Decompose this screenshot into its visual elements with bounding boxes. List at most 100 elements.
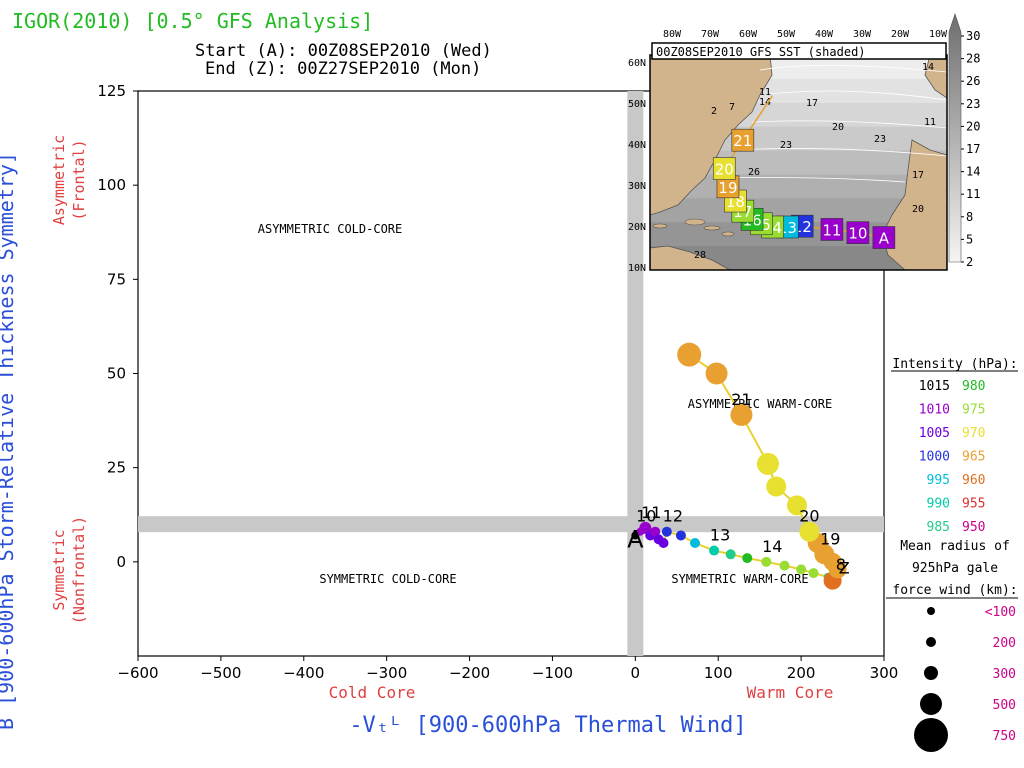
- quadrant-label-upper-right: ASYMMETRIC WARM-CORE: [688, 397, 833, 411]
- caribbean-island: [703, 225, 721, 231]
- x-tick-label: 0: [631, 664, 641, 682]
- intensity-legend-value: 1010: [919, 403, 950, 418]
- intensity-legend-value: 955: [962, 497, 985, 512]
- quadrant-label-upper-left: ASYMMETRIC COLD-CORE: [258, 222, 403, 236]
- track-point: [705, 362, 728, 385]
- sst-contour-label: 2: [711, 106, 717, 117]
- x-axis-warm-core-label: Warm Core: [747, 683, 834, 702]
- intensity-legend-title: Intensity (hPa):: [892, 357, 1017, 372]
- sst-shading-band: [650, 246, 947, 270]
- inset-lat-label: 10N: [628, 263, 646, 274]
- inset-lat-label: 40N: [628, 140, 646, 151]
- quadrant-label-lower-right: SYMMETRIC WARM-CORE: [671, 572, 808, 586]
- inset-track-day-label: 19: [718, 179, 737, 197]
- sst-contour: [751, 120, 947, 129]
- sst-contour: [719, 177, 906, 183]
- inset-title-box: [651, 42, 947, 60]
- colorbar-label: 26: [966, 74, 980, 88]
- x-tick-label: −300: [366, 664, 407, 682]
- y-tick-label: 0: [116, 553, 126, 571]
- colorbar-label: 11: [966, 187, 980, 201]
- sst-contour-label: 23: [780, 140, 792, 151]
- inset-map: 11141720232628111417202372A1011121314151…: [628, 13, 980, 274]
- track-day-label: 19: [820, 529, 840, 548]
- y-tick-label: 50: [107, 365, 126, 383]
- inset-track-day-label: 11: [822, 221, 841, 239]
- radius-legend-title: Mean radius of: [900, 539, 1010, 554]
- x-tick-label: −100: [532, 664, 573, 682]
- europe-land: [924, 55, 947, 99]
- inset-lon-label: 10W: [929, 29, 948, 40]
- track-day-label: 13: [710, 526, 730, 545]
- x-axis-cold-core-label: Cold Core: [329, 683, 416, 702]
- symmetry-reference-band: [138, 516, 884, 533]
- sst-contour-label: 11: [759, 87, 771, 98]
- inset-track-day-label: 10: [848, 225, 867, 243]
- radius-legend-marker: [927, 607, 935, 615]
- track-day-label: 11: [641, 503, 661, 522]
- inset-lon-label: 70W: [701, 29, 720, 40]
- sst-contour-label: 11: [924, 117, 936, 128]
- radius-legend-title: 925hPa gale: [912, 561, 998, 576]
- intensity-legend-value: 980: [962, 379, 985, 394]
- sst-contour-label: 14: [759, 97, 771, 108]
- south-america-land: [650, 245, 731, 270]
- inset-lat-label: 20N: [628, 222, 646, 233]
- inset-track-day-label: 21: [733, 132, 752, 150]
- track-point: [677, 342, 702, 367]
- radius-legend-label: 750: [993, 729, 1016, 744]
- inset-track-day-label: A: [879, 230, 890, 248]
- radius-legend-label: 500: [993, 698, 1016, 713]
- track-point: [725, 549, 736, 560]
- colorbar-label: 14: [966, 165, 980, 179]
- colorbar-label: 30: [966, 29, 980, 43]
- track-point: [761, 556, 772, 567]
- inset-track-marker: [712, 157, 736, 180]
- y-axis-symmetric-label: Symmetric: [50, 529, 68, 610]
- track-point: [658, 538, 669, 548]
- sst-contour-label: 20: [832, 122, 844, 133]
- x-tick-label: −400: [283, 664, 324, 682]
- y-tick-label: 100: [97, 176, 126, 194]
- x-tick-label: −200: [449, 664, 490, 682]
- track-point: [796, 564, 807, 575]
- track-end-label: 8: [836, 555, 846, 574]
- storm-title: IGOR(2010) [0.5° GFS Analysis]: [12, 9, 374, 33]
- colorbar-label: 23: [966, 97, 980, 111]
- track-point: [730, 403, 753, 426]
- intensity-legend-value: 950: [962, 520, 985, 535]
- track-point: [766, 476, 787, 497]
- x-tick-label: 200: [787, 664, 816, 682]
- colorbar-label: 28: [966, 52, 980, 66]
- track-point: [650, 526, 661, 537]
- inset-map-body: 11141720232628111417202372A1011121314151…: [650, 55, 947, 270]
- sst-colorbar: [948, 13, 962, 263]
- inset-lon-label: 60W: [739, 29, 758, 40]
- track-point: [661, 526, 672, 537]
- sst-contour: [734, 148, 947, 157]
- x-tick-label: 100: [704, 664, 733, 682]
- caribbean-island: [721, 231, 735, 237]
- track-day-label: 14: [762, 537, 782, 556]
- intensity-legend-value: 965: [962, 450, 985, 465]
- track-point: [779, 560, 790, 571]
- inset-lon-label: 30W: [853, 29, 872, 40]
- x-axis-label: -Vₜᴸ [900-600hPa Thermal Wind]: [349, 713, 746, 738]
- track-point: [742, 553, 753, 564]
- track-point: [799, 521, 820, 542]
- colorbar-label: 8: [966, 210, 973, 224]
- track-day-label: 21: [731, 390, 751, 409]
- radius-legend-marker: [914, 718, 948, 752]
- end-time: End (Z): 00Z27SEP2010 (Mon): [205, 59, 482, 79]
- sst-contour-label: 26: [748, 167, 760, 178]
- y-axis-asymmetric-label: Asymmetric: [50, 135, 68, 225]
- quadrant-label-lower-left: SYMMETRIC COLD-CORE: [319, 572, 456, 586]
- sst-contour: [759, 65, 947, 73]
- track-point: [690, 538, 701, 548]
- colorbar-label: 20: [966, 119, 980, 133]
- track-point: [709, 545, 720, 556]
- track-point: [675, 530, 686, 541]
- start-time: Start (A): 00Z08SEP2010 (Wed): [195, 41, 492, 61]
- y-tick-label: 125: [97, 82, 126, 100]
